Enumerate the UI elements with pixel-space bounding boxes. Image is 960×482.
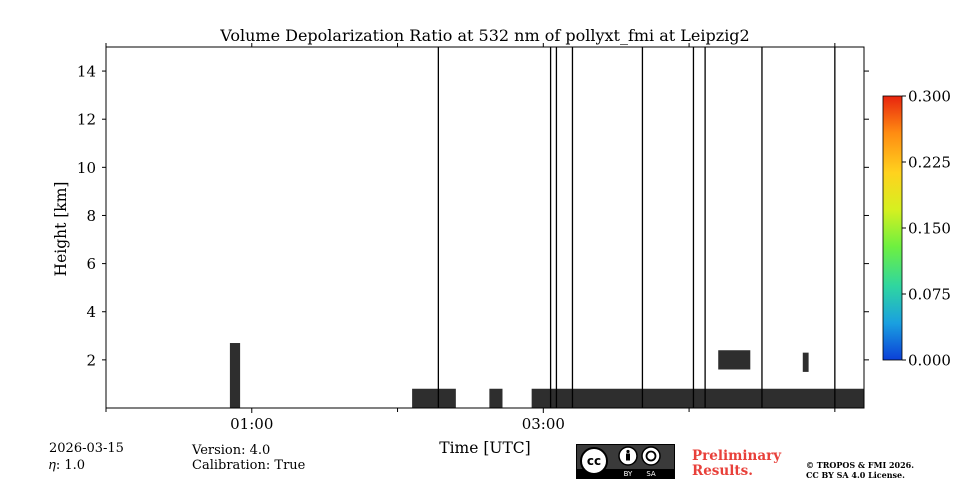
preliminary-line-1: Preliminary — [692, 448, 782, 464]
footer-date: 2026-03-15 — [49, 441, 124, 456]
y-tick-label-10: 10 — [77, 159, 96, 177]
plot-frame — [105, 46, 865, 409]
cc-sa-label: SA — [646, 470, 656, 478]
y-tick-label-4: 4 — [86, 303, 96, 321]
data-region-boundary-layer-2 — [489, 388, 503, 408]
colorbar-tick-label-0.000: 0.000 — [908, 352, 951, 370]
data-region-cloud-patch-2 — [802, 352, 809, 372]
copyright-notice: © TROPOS & FMI 2026. CC BY SA 4.0 Licens… — [806, 460, 914, 480]
axes: 2 4 6 8 10 12 14 01:00 03:00 — [77, 43, 869, 433]
x-tick-label-01:00: 01:00 — [230, 415, 273, 433]
data-region-boundary-layer-1 — [412, 388, 456, 408]
colorbar-tick-label-0.225: 0.225 — [908, 154, 951, 172]
preliminary-notice: Preliminary Results. — [692, 449, 781, 479]
copyright-line-2: CC BY SA 4.0 License. — [806, 470, 905, 480]
colorbar-tick-label-0.300: 0.300 — [908, 88, 951, 106]
colorbar — [882, 95, 903, 361]
colorbar-tick-label-0.075: 0.075 — [908, 286, 951, 304]
cc-icon — [580, 447, 608, 475]
preliminary-line-2: Results. — [692, 463, 753, 479]
share-alike-icon — [641, 446, 661, 466]
y-tick-label-2: 2 — [86, 351, 96, 369]
footer-calibration: Calibration: True — [192, 458, 306, 473]
y-tick-label-6: 6 — [86, 255, 96, 273]
y-tick-label-8: 8 — [86, 207, 96, 225]
colorbar-axis: 0.000 0.075 0.150 0.225 0.300 — [902, 88, 951, 370]
y-tick-label-14: 14 — [77, 63, 96, 81]
data-region-cloud-patch — [718, 350, 751, 370]
footer-eta: 𝜂: 1.0 — [49, 458, 86, 473]
y-tick-label-12: 12 — [77, 111, 96, 129]
colorbar-tick-label-0.150: 0.150 — [908, 220, 951, 238]
attribution-icon — [618, 446, 638, 466]
cc-by-label: BY — [624, 470, 633, 478]
data-region-boundary-layer-3 — [531, 388, 864, 408]
chart-title: Volume Depolarization Ratio at 532 nm of… — [219, 26, 749, 45]
copyright-line-1: © TROPOS & FMI 2026. — [806, 460, 915, 470]
data-layer — [229, 47, 864, 408]
x-tick-label-03:00: 03:00 — [522, 415, 565, 433]
y-axis-label: Height [km] — [52, 182, 70, 277]
data-region-aerosol-column — [229, 343, 241, 408]
svg-text:cc: cc — [587, 454, 601, 468]
footer-version: Version: 4.0 — [192, 443, 271, 458]
cc-license-badge: cc BY SA — [576, 444, 675, 479]
x-axis-label: Time [UTC] — [439, 439, 530, 457]
